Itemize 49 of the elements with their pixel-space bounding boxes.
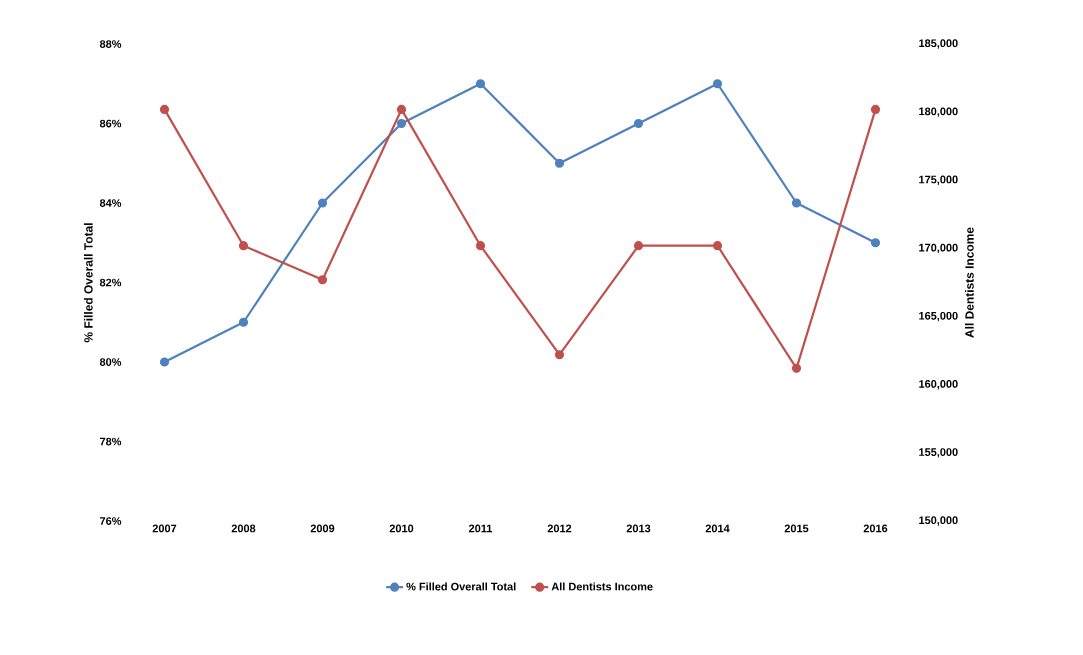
point (396, 104, 407, 114)
point (159, 104, 170, 114)
y-tick-label: 86% (99, 119, 122, 128)
y-tick-label: 82% (99, 278, 122, 287)
point (712, 79, 723, 89)
point (791, 363, 802, 373)
x-tick-label: 2016 (863, 524, 888, 533)
point (554, 350, 565, 360)
y-tick-label: 84% (99, 199, 122, 207)
point (238, 317, 249, 327)
y-tick-label: 88% (99, 40, 122, 48)
x-tick-label: 2013 (626, 524, 651, 533)
point (475, 241, 486, 251)
point (238, 241, 249, 251)
point (791, 198, 802, 208)
x-tick-label: 2012 (547, 524, 572, 533)
x-tick-label: 2014 (705, 524, 730, 533)
x-tick-label: 2007 (152, 524, 177, 533)
y2-tick-label: 185,000 (919, 39, 958, 49)
y-tick-label: 78% (100, 437, 122, 446)
y-tick-label: 76% (100, 517, 122, 525)
point (317, 198, 328, 208)
point (870, 104, 881, 114)
y2-tick-label: 155,000 (919, 448, 958, 458)
legend-label: % Filled Overall Total (406, 582, 516, 591)
y2-tick-label: 150,000 (919, 516, 958, 526)
point (396, 118, 407, 129)
point (712, 241, 723, 251)
point (870, 238, 881, 248)
point (633, 118, 644, 129)
point (159, 357, 170, 367)
x-tick-label: 2009 (310, 524, 335, 533)
point (317, 275, 328, 285)
x-tick-label: 2011 (468, 524, 493, 533)
x-tick-label: 2008 (231, 524, 256, 533)
y2-tick-label: 165,000 (919, 311, 958, 322)
point (475, 79, 486, 89)
y2-tick-label: 180,000 (919, 107, 958, 117)
y2-tick-label: 175,000 (919, 175, 958, 185)
x-tick-label: 2015 (784, 524, 809, 533)
y2-tick-label: 160,000 (919, 380, 958, 390)
y2-tick-label: 170,000 (919, 243, 958, 254)
x-tick-label: 2010 (389, 524, 414, 533)
y2-axis-title: All Dentists Income (964, 227, 974, 338)
point (554, 158, 565, 168)
y-tick-label: 80% (99, 358, 122, 366)
y-axis-title: % Filled Overall Total (83, 223, 93, 343)
legend-label: All Dentists Income (551, 582, 653, 591)
point (633, 241, 644, 251)
